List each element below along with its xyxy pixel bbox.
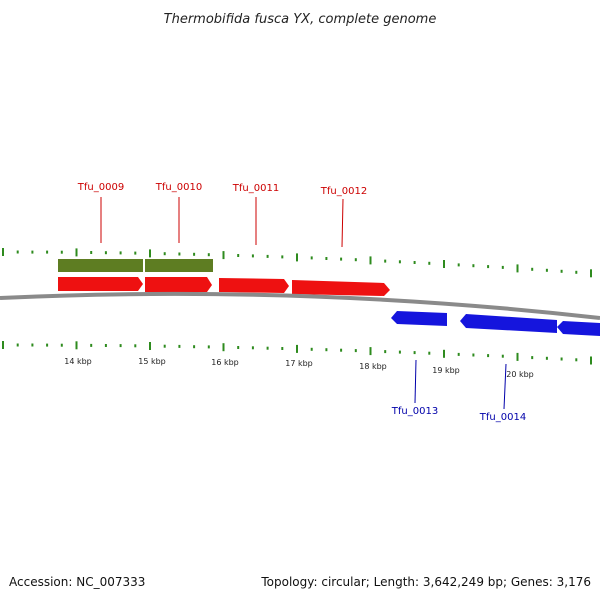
gene-arrow-tfu-0013[interactable] [391,311,447,326]
genome-backbone [0,291,600,320]
scale-labels: 14 kbp 15 kbp 16 kbp 17 kbp 18 kbp 19 kb… [64,357,534,379]
genome-summary-text: Topology: circular; Length: 3,642,249 bp… [260,575,591,589]
gene-label-tfu-0013[interactable]: Tfu_0013 [391,406,438,417]
gene-label-tfu-0011[interactable]: Tfu_0011 [232,183,279,194]
kbp-label: 14 kbp [64,357,92,366]
gene-label-tfu-0014[interactable]: Tfu_0014 [479,412,526,423]
feature-band-segment [58,259,143,272]
feature-band-segment [145,259,213,272]
forward-genes [58,277,390,296]
reverse-genes [391,311,600,336]
gene-arrow-tfu-0014[interactable] [460,314,557,333]
leader-line [341,198,344,248]
accession-text: Accession: NC_007333 [9,575,145,589]
leader-line [503,363,507,410]
kbp-label: 20 kbp [506,370,534,379]
kbp-label: 15 kbp [138,357,166,366]
gene-label-tfu-0012[interactable]: Tfu_0012 [320,186,367,197]
kbp-label: 18 kbp [359,362,387,371]
kbp-label: 19 kbp [432,366,460,375]
gene-arrow-tfu-0009[interactable] [58,277,143,291]
gene-labels: Tfu_0009 Tfu_0010 Tfu_0011 Tfu_0012 Tfu_… [77,182,526,423]
gene-label-tfu-0010[interactable]: Tfu_0010 [155,182,202,193]
gene-arrow-tfu-0010[interactable] [145,277,212,292]
outer-tick-row [2,248,592,278]
kbp-label: 17 kbp [285,359,313,368]
feature-band [58,259,213,272]
gene-arrow-tfu-0012[interactable] [292,280,390,296]
gene-label-tfu-0009[interactable]: Tfu_0009 [77,182,124,193]
gene-arrow-tfu-0011[interactable] [219,278,289,293]
leader-line [414,359,417,404]
map-title: Thermobifida fusca YX, complete genome [164,12,437,27]
kbp-label: 16 kbp [211,358,239,367]
inner-tick-row [2,341,592,365]
gene-arrow-partial[interactable] [557,321,600,336]
